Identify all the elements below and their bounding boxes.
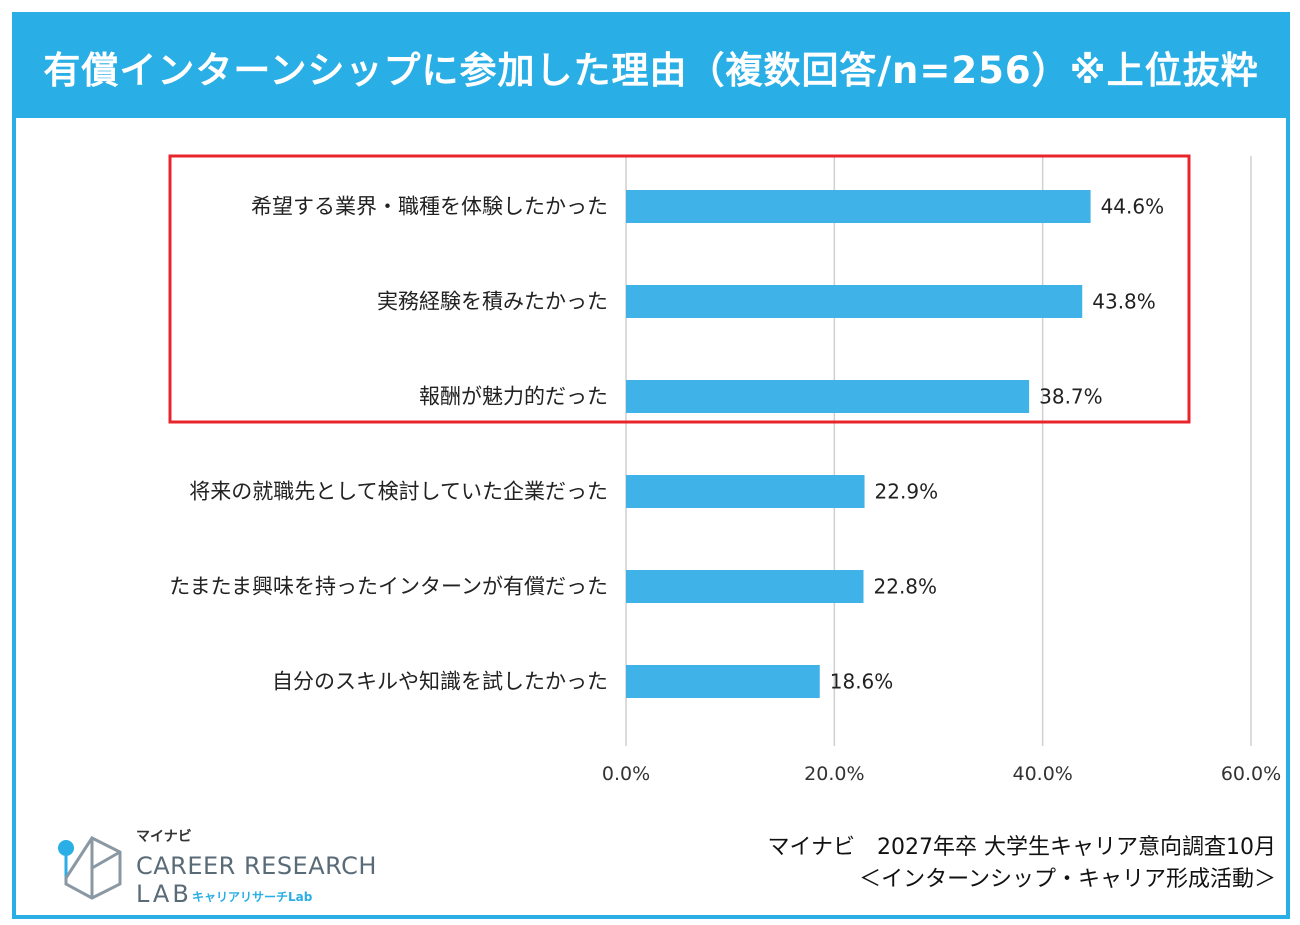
bar-chart: 0.0% 20.0% 40.0% 60.0% 希望する業界・職種を体験したかった 44.6… [168,154,1281,785]
bar [626,190,1091,223]
logo-sub-text: キャリアリサーチLab [192,890,313,904]
value-label: 22.9% [875,480,939,504]
value-label: 43.8% [1092,290,1156,314]
bar [626,665,820,698]
x-tick-label: 40.0% [1012,763,1072,785]
x-tick-label: 20.0% [804,763,864,785]
bar [626,285,1083,318]
chart-title: 有償インターンシップに参加した理由（複数回答/n=256）※上位抜粋 [43,49,1259,92]
bar [626,475,865,508]
career-research-lab-logo: マイナビ CAREER RESEARCH LAB キャリアリサーチLab [52,824,376,914]
category-label: 自分のスキルや知識を試したかった [272,670,608,694]
value-label: 22.8% [874,575,938,599]
logo-cube-icon [58,836,122,900]
value-label: 44.6% [1101,195,1165,219]
category-label: 将来の就職先として検討していた企業だった [189,480,608,504]
logo-lab-text: LAB [136,880,192,908]
highlight-box [168,154,1191,424]
bar [626,570,864,603]
source-note: マイナビ 2027年卒 大学生キャリア意向調査10月 ＜インターンシップ・キャリ… [767,832,1276,896]
value-label: 18.6% [830,670,894,694]
category-label: たまたま興味を持ったインターンが有償だった [169,575,608,599]
category-label: 報酬が魅力的だった [419,385,608,409]
x-tick-label: 0.0% [602,763,650,785]
source-line-2: ＜インターンシップ・キャリア形成活動＞ [859,867,1276,892]
title-bar: 有償インターンシップに参加した理由（複数回答/n=256）※上位抜粋 [16,16,1286,118]
chart-frame: 有償インターンシップに参加した理由（複数回答/n=256）※上位抜粋 0.0% 2… [12,12,1290,919]
category-label: 実務経験を積みたかった [377,290,608,314]
category-label: 希望する業界・職種を体験したかった [251,195,608,219]
x-tick-label: 60.0% [1221,763,1281,785]
value-label: 38.7% [1039,385,1103,409]
source-line-1: マイナビ 2027年卒 大学生キャリア意向調査10月 [767,835,1276,860]
bar [626,380,1030,413]
logo-main-text: CAREER RESEARCH [136,852,377,880]
logo-brand-small: マイナビ [136,829,192,845]
